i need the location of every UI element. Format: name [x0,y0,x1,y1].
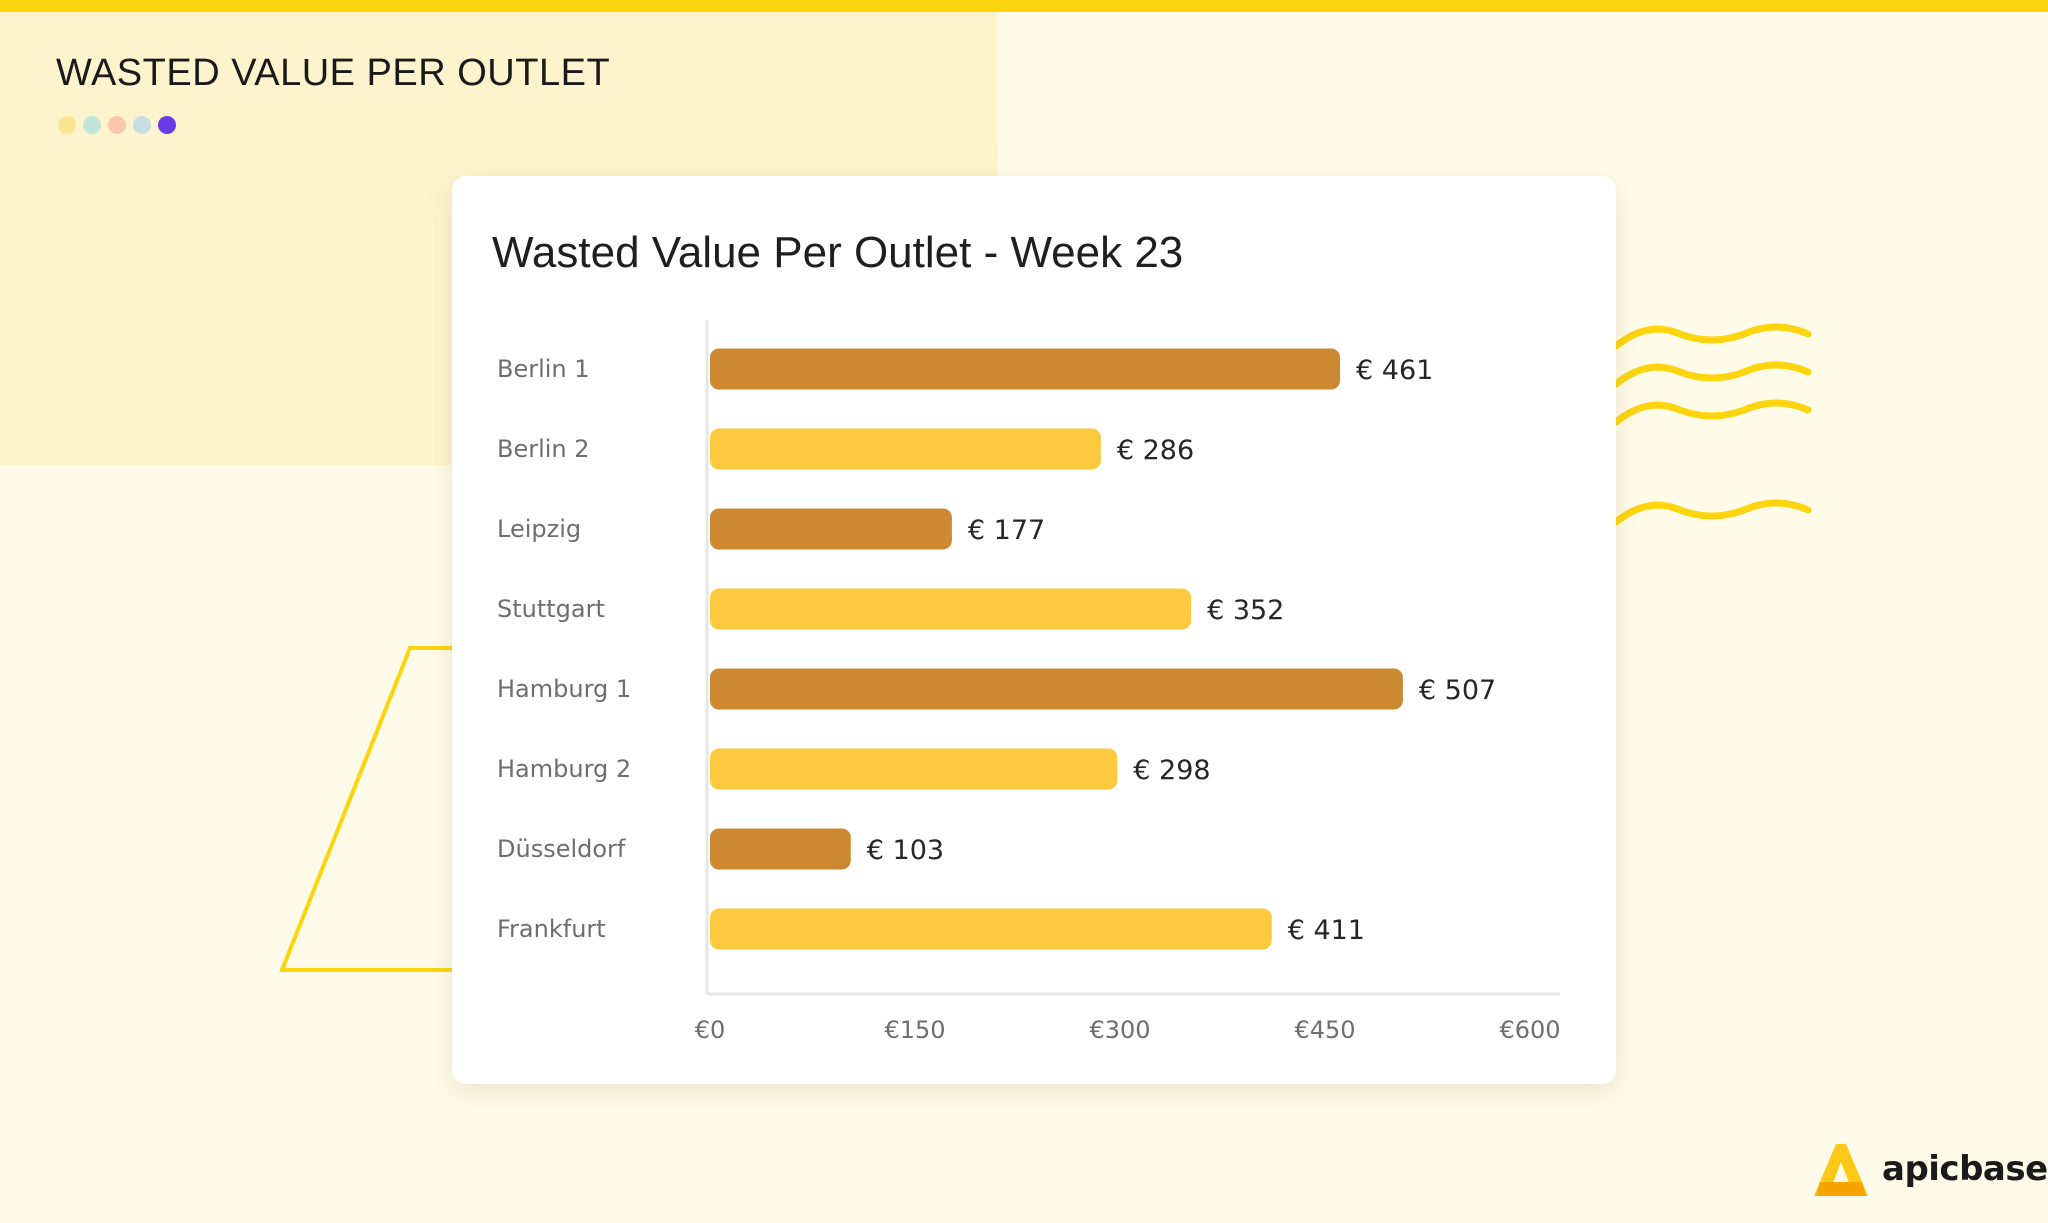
x-tick-label: €150 [884,1016,945,1044]
brand-logo: apicbase [1810,1140,2048,1198]
bar [710,748,1118,790]
page-heading: WASTED VALUE PER OUTLET [56,52,611,94]
bar [710,588,1192,630]
bar [710,508,952,550]
value-label: € 507 [1419,675,1496,706]
logo-text: apicbase [1882,1149,2048,1189]
value-label: € 286 [1117,435,1194,466]
color-dot [83,116,101,134]
wave-line-4 [1612,499,1812,526]
trapezoid-outline [279,646,472,972]
category-label: Hamburg 2 [497,755,631,783]
category-label: Hamburg 1 [497,675,631,703]
category-label: Berlin 1 [497,355,590,383]
wave-line-1 [1612,323,1812,350]
bar [710,348,1341,390]
apicbase-logo-icon [1814,1144,1868,1196]
bar-chart: Berlin 1 € 461 Berlin 2 € 286 Leipzig € 177 St… [497,320,1561,1044]
value-label: € 411 [1288,915,1365,946]
value-label: € 177 [968,515,1045,546]
bar [710,668,1403,710]
chart-title: Wasted Value Per Outlet - Week 23 [492,228,1184,277]
wave-line-3 [1612,399,1812,426]
color-dot [158,116,176,134]
category-label: Berlin 2 [497,435,590,463]
value-label: € 103 [867,835,944,866]
color-dots [58,116,176,134]
color-dot [108,116,126,134]
category-label: Frankfurt [497,915,606,943]
category-label: Düsseldorf [497,835,626,863]
x-tick-label: €300 [1089,1016,1150,1044]
x-tick-label: €600 [1499,1016,1560,1044]
x-tick-label: €450 [1294,1016,1355,1044]
chart-card: Wasted Value Per Outlet - Week 23 Berlin… [452,176,1616,1084]
value-label: € 461 [1356,355,1433,386]
wave-line-2 [1612,361,1812,388]
value-label: € 298 [1133,755,1210,786]
category-label: Leipzig [497,515,581,543]
x-tick-label: €0 [695,1016,726,1044]
bar [710,828,851,870]
bar [710,908,1272,950]
bar [710,428,1101,470]
value-label: € 352 [1207,595,1284,626]
category-label: Stuttgart [497,595,605,623]
color-dot [58,116,76,134]
color-dot [133,116,151,134]
top-accent-bar [0,0,2048,12]
